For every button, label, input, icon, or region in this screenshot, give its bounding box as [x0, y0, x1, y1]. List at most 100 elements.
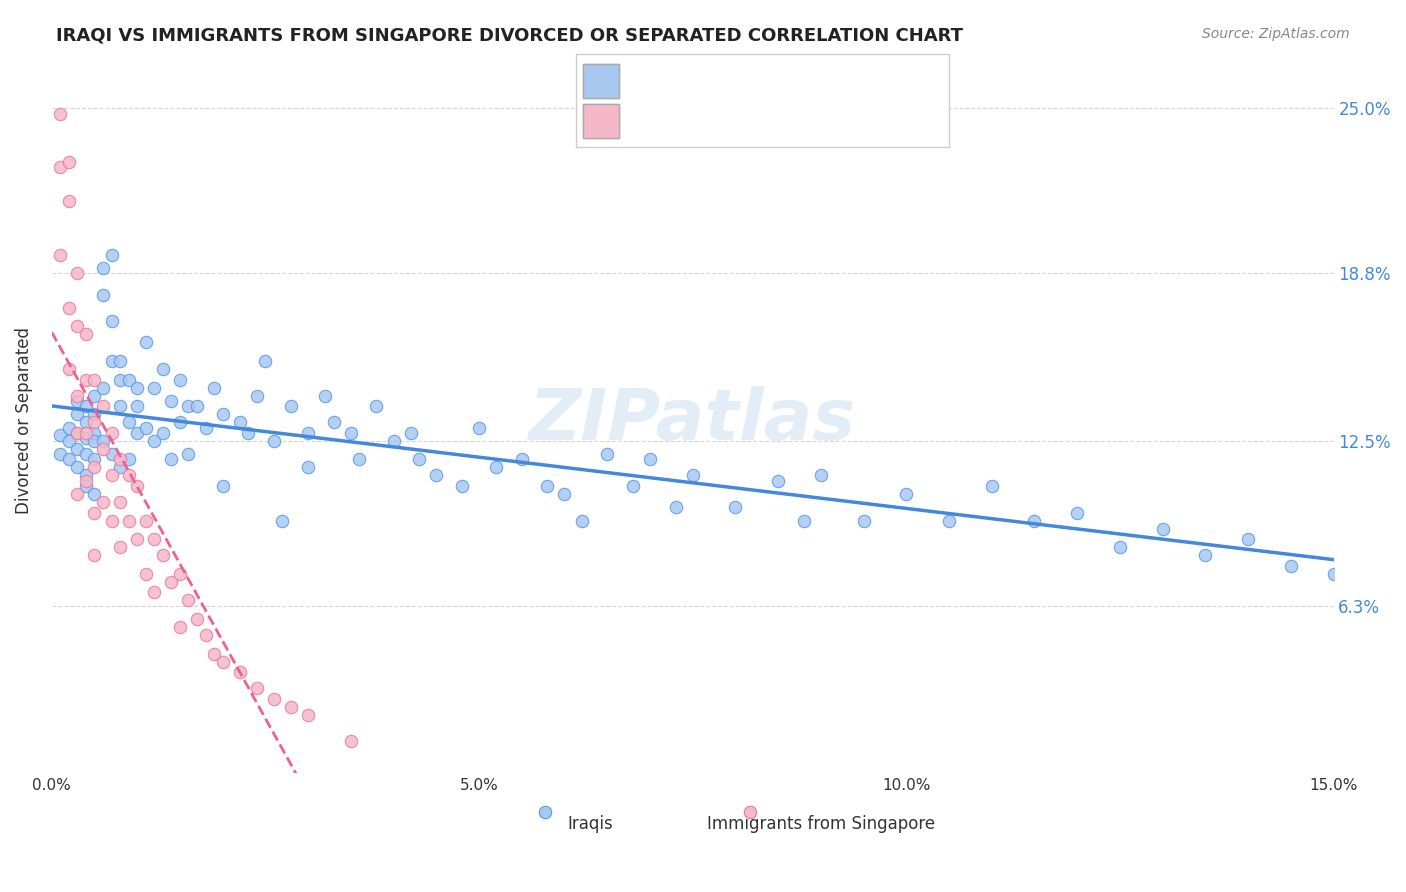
- Point: [83, 460, 105, 475]
- Point: [254, 354, 277, 368]
- Point: [83, 415, 105, 429]
- Text: N = 103: N = 103: [776, 70, 845, 87]
- Point: [349, 452, 371, 467]
- Point: [118, 468, 141, 483]
- Point: [297, 425, 319, 440]
- Point: [160, 574, 183, 589]
- Text: N =  53: N = 53: [776, 110, 839, 128]
- Point: [100, 425, 122, 440]
- Point: [202, 647, 225, 661]
- Point: [852, 514, 875, 528]
- Point: [152, 548, 174, 562]
- Point: [108, 452, 131, 467]
- Point: [177, 447, 200, 461]
- Point: [91, 260, 114, 275]
- Point: [83, 425, 105, 440]
- Point: [160, 452, 183, 467]
- Point: [621, 479, 644, 493]
- Point: [75, 415, 97, 429]
- Point: [135, 514, 157, 528]
- Text: R = -0.376: R = -0.376: [628, 70, 717, 87]
- Text: Source: ZipAtlas.com: Source: ZipAtlas.com: [1202, 27, 1350, 41]
- Point: [75, 425, 97, 440]
- Point: [160, 393, 183, 408]
- Point: [49, 160, 72, 174]
- Point: [238, 425, 260, 440]
- Point: [571, 514, 593, 528]
- Point: [108, 399, 131, 413]
- Point: [91, 381, 114, 395]
- Point: [66, 266, 89, 280]
- Point: [246, 388, 269, 402]
- Point: [169, 566, 191, 581]
- Point: [83, 548, 105, 562]
- Point: [66, 425, 89, 440]
- Point: [49, 447, 72, 461]
- Point: [66, 407, 89, 421]
- Point: [91, 399, 114, 413]
- Point: [143, 532, 166, 546]
- Point: [340, 734, 363, 748]
- Point: [766, 474, 789, 488]
- Point: [177, 399, 200, 413]
- Point: [100, 468, 122, 483]
- Point: [271, 514, 294, 528]
- Point: [229, 665, 252, 680]
- Point: [118, 415, 141, 429]
- Text: Immigrants from Singapore: Immigrants from Singapore: [707, 815, 935, 833]
- Point: [66, 319, 89, 334]
- Point: [127, 425, 149, 440]
- Point: [186, 399, 208, 413]
- Point: [127, 381, 149, 395]
- Point: [451, 479, 474, 493]
- Point: [1194, 548, 1216, 562]
- Point: [75, 468, 97, 483]
- Point: [127, 399, 149, 413]
- Point: [510, 452, 533, 467]
- Point: [58, 362, 80, 376]
- Point: [682, 468, 704, 483]
- Point: [49, 106, 72, 120]
- Point: [1109, 540, 1132, 554]
- Point: [1024, 514, 1046, 528]
- Point: [408, 452, 430, 467]
- Point: [1066, 506, 1088, 520]
- Point: [143, 381, 166, 395]
- Point: [58, 452, 80, 467]
- Point: [108, 354, 131, 368]
- Point: [724, 500, 747, 515]
- Point: [263, 691, 285, 706]
- Point: [83, 434, 105, 448]
- Point: [366, 399, 388, 413]
- Point: [118, 373, 141, 387]
- Point: [896, 487, 918, 501]
- Point: [100, 247, 122, 261]
- Point: [108, 460, 131, 475]
- Point: [152, 425, 174, 440]
- Point: [75, 431, 97, 445]
- Point: [91, 442, 114, 456]
- Point: [638, 452, 661, 467]
- Point: [75, 474, 97, 488]
- Point: [58, 434, 80, 448]
- Point: [186, 612, 208, 626]
- Point: [211, 479, 233, 493]
- Point: [340, 425, 363, 440]
- Point: [118, 514, 141, 528]
- Point: [143, 585, 166, 599]
- Text: ZIPatlas: ZIPatlas: [529, 386, 856, 455]
- Point: [135, 335, 157, 350]
- Point: [49, 428, 72, 442]
- Point: [980, 479, 1002, 493]
- Point: [194, 628, 217, 642]
- Point: [211, 655, 233, 669]
- Y-axis label: Divorced or Separated: Divorced or Separated: [15, 327, 32, 515]
- Point: [810, 468, 832, 483]
- Point: [280, 699, 302, 714]
- Point: [83, 452, 105, 467]
- Point: [108, 495, 131, 509]
- Point: [297, 460, 319, 475]
- Point: [596, 447, 619, 461]
- Point: [1237, 532, 1260, 546]
- Point: [58, 420, 80, 434]
